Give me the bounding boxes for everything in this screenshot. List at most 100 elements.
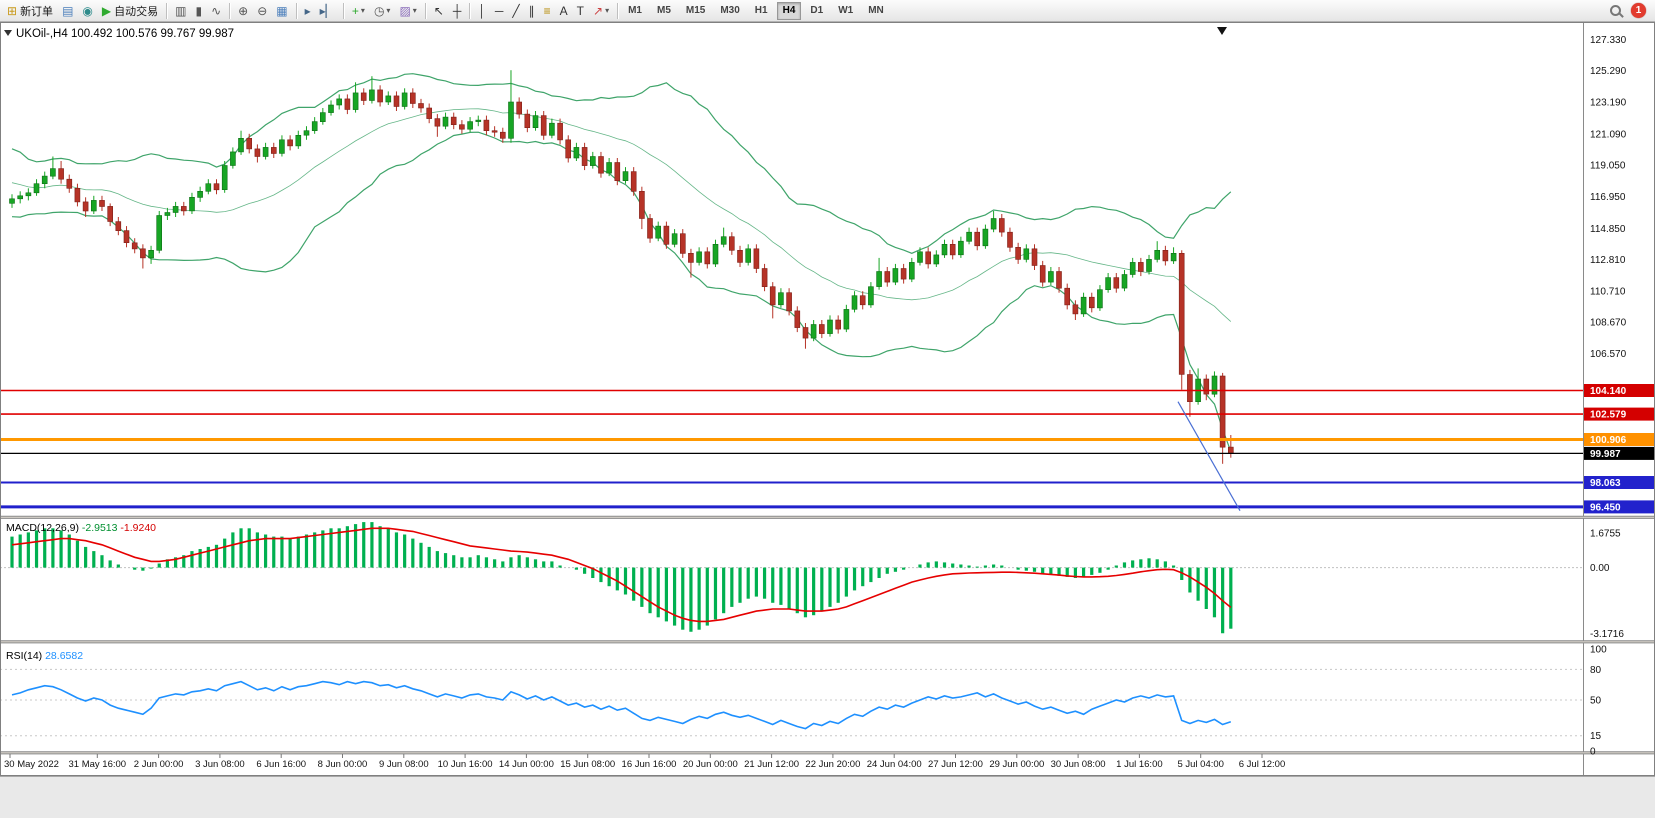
svg-text:1.6755: 1.6755 — [1590, 528, 1621, 539]
navigator-button[interactable]: ◉ — [78, 1, 96, 20]
symbol-dropdown-icon[interactable] — [4, 30, 12, 36]
toolbar-separator — [469, 2, 471, 19]
indicators-icon: + — [351, 3, 359, 18]
candlestick-mode-button[interactable]: ▮ — [191, 1, 206, 20]
zoom-in-icon: ⊕ — [238, 3, 249, 18]
timeframe-m1-button[interactable]: M1 — [628, 4, 642, 16]
fibonacci-icon: ≡ — [543, 3, 551, 18]
zoom-out-button[interactable]: ⊖ — [253, 1, 271, 20]
toolbar: ⊞ 新订单 ▤ ◉ ▶ 自动交易 ▥ ▮ ∿ ⊕ ⊖ ▦ ▸ ▸▏ + ▾ ◷ ▾ ▨ ▾ ↖ ┼ │ ─ ╱ ∥ ≡ A T ↗ ▾ M1… — [0, 0, 1655, 22]
cursor-icon: ↖ — [433, 3, 444, 18]
macd-label: MACD(12,26,9) -2.9513 -1.9240 — [6, 522, 156, 534]
timeframe-d1-button[interactable]: D1 — [810, 4, 824, 16]
chart-shift-button[interactable]: ▸▏ — [316, 1, 339, 20]
rsi-panel: 100 80 50 15 0 RSI(14) 28.6582 — [0, 645, 1607, 758]
bar-chart-mode-icon: ▥ — [175, 3, 187, 18]
line-chart-mode-button[interactable]: ∿ — [207, 1, 225, 20]
timeframe-h4-button[interactable]: H4 — [776, 1, 802, 20]
tile-windows-button[interactable]: ▦ — [272, 1, 291, 20]
svg-text:31 May 16:00: 31 May 16:00 — [69, 759, 127, 770]
svg-text:100: 100 — [1590, 645, 1607, 656]
svg-text:5 Jul 04:00: 5 Jul 04:00 — [1177, 759, 1223, 770]
toolbar-separator — [166, 2, 168, 19]
svg-text:99.987: 99.987 — [1590, 449, 1621, 460]
chevron-down-icon: ▾ — [605, 6, 610, 15]
equidistant-channel-button[interactable]: ∥ — [525, 1, 539, 20]
svg-text:14 Jun 00:00: 14 Jun 00:00 — [499, 759, 554, 770]
svg-text:1 Jul 16:00: 1 Jul 16:00 — [1116, 759, 1162, 770]
crosshair-button[interactable]: ┼ — [449, 1, 466, 20]
price-badge-96.450 — [1584, 500, 1654, 514]
svg-text:16 Jun 16:00: 16 Jun 16:00 — [622, 759, 677, 770]
text-label-button[interactable]: T — [573, 1, 588, 20]
fibonacci-button[interactable]: ≡ — [540, 1, 555, 20]
vertical-line-button[interactable]: │ — [474, 1, 490, 20]
price-badge-102.579 — [1584, 407, 1654, 421]
templates-icon: ▨ — [399, 3, 411, 18]
new-order-label: 新订单 — [20, 5, 54, 18]
tile-windows-icon: ▦ — [276, 3, 288, 18]
crosshair-icon: ┼ — [452, 3, 462, 18]
toolbar-separator — [229, 2, 231, 19]
bollinger-upper-band — [11, 73, 1232, 254]
timeframe-m30-button[interactable]: M30 — [720, 4, 740, 16]
text-label-icon: T — [576, 3, 584, 18]
svg-text:2 Jun 00:00: 2 Jun 00:00 — [134, 759, 184, 770]
svg-text:20 Jun 00:00: 20 Jun 00:00 — [683, 759, 738, 770]
svg-text:6 Jun 16:00: 6 Jun 16:00 — [256, 759, 306, 770]
timeframe-h1-button[interactable]: H1 — [754, 4, 768, 16]
svg-text:30 May 2022: 30 May 2022 — [4, 759, 59, 770]
text-tool-button[interactable]: A — [556, 1, 572, 20]
toolbar-separator — [424, 2, 426, 19]
arrow-tools-button[interactable]: ↗ ▾ — [589, 1, 613, 20]
auto-trading-label: 自动交易 — [114, 5, 159, 18]
price-badge-104.140 — [1584, 384, 1654, 397]
price-badge-99.987 — [1584, 446, 1654, 460]
cursor-button[interactable]: ↖ — [430, 1, 448, 20]
toolbar-separator — [295, 2, 297, 19]
svg-text:127.330: 127.330 — [1590, 35, 1627, 46]
status-strip — [0, 776, 1655, 818]
new-order-button[interactable]: ⊞ 新订单 — [3, 1, 57, 20]
svg-text:123.190: 123.190 — [1590, 98, 1627, 109]
chevron-down-icon: ▾ — [360, 6, 365, 15]
svg-text:114.850: 114.850 — [1590, 224, 1626, 235]
trendline-object[interactable] — [1177, 401, 1241, 511]
auto-trading-button[interactable]: ▶ 自动交易 — [98, 1, 162, 20]
timeframe-m5-button[interactable]: M5 — [656, 4, 671, 16]
equidistant-channel-icon: ∥ — [528, 3, 535, 18]
timeframe-m15-button[interactable]: M15 — [685, 4, 706, 16]
market-watch-button[interactable]: ▤ — [58, 1, 77, 20]
timeframe-w1-button[interactable]: W1 — [838, 4, 854, 16]
timeframe-mn-button[interactable]: MN — [868, 4, 884, 16]
svg-text:125.290: 125.290 — [1590, 66, 1627, 77]
macd-panel: 1.6755 0.00 -3.1716 MACD(12,26,9) -2.9513 -… — [0, 522, 1624, 640]
svg-text:15 Jun 08:00: 15 Jun 08:00 — [560, 759, 615, 770]
svg-text:106.570: 106.570 — [1590, 349, 1627, 360]
chart-title: UKOil-,H4 100.492 100.576 99.767 99.987 — [16, 28, 234, 40]
bar-chart-mode-button[interactable]: ▥ — [171, 1, 190, 20]
toolbar-right: 1 — [1610, 3, 1652, 18]
notification-badge[interactable]: 1 — [1631, 3, 1646, 18]
indicators-button[interactable]: + ▾ — [348, 1, 369, 20]
svg-text:27 Jun 12:00: 27 Jun 12:00 — [928, 759, 983, 770]
templates-button[interactable]: ▨ ▾ — [395, 1, 420, 20]
horizontal-line-button[interactable]: ─ — [491, 1, 508, 20]
price-badge-98.063 — [1584, 476, 1654, 489]
text-tool-icon: A — [559, 3, 568, 18]
arrow-tools-icon: ↗ — [593, 3, 604, 18]
periods-button[interactable]: ◷ ▾ — [370, 1, 395, 20]
horizontal-line-icon: ─ — [494, 3, 504, 18]
auto-scroll-button[interactable]: ▸ — [301, 1, 315, 20]
search-icon[interactable] — [1610, 5, 1621, 16]
trendline-button[interactable]: ╱ — [508, 1, 523, 20]
svg-text:30 Jun 08:00: 30 Jun 08:00 — [1051, 759, 1106, 770]
svg-text:50: 50 — [1590, 696, 1602, 707]
chart-canvas[interactable]: 127.330 125.290 123.190 121.090 119.050 116.9… — [0, 22, 1655, 818]
bollinger-lower-band — [11, 131, 1232, 452]
horizontal-price-lines[interactable] — [0, 389, 1583, 511]
svg-text:121.090: 121.090 — [1590, 129, 1627, 140]
zoom-in-button[interactable]: ⊕ — [234, 1, 252, 20]
svg-text:116.950: 116.950 — [1590, 192, 1626, 203]
svg-text:22 Jun 20:00: 22 Jun 20:00 — [805, 759, 860, 770]
